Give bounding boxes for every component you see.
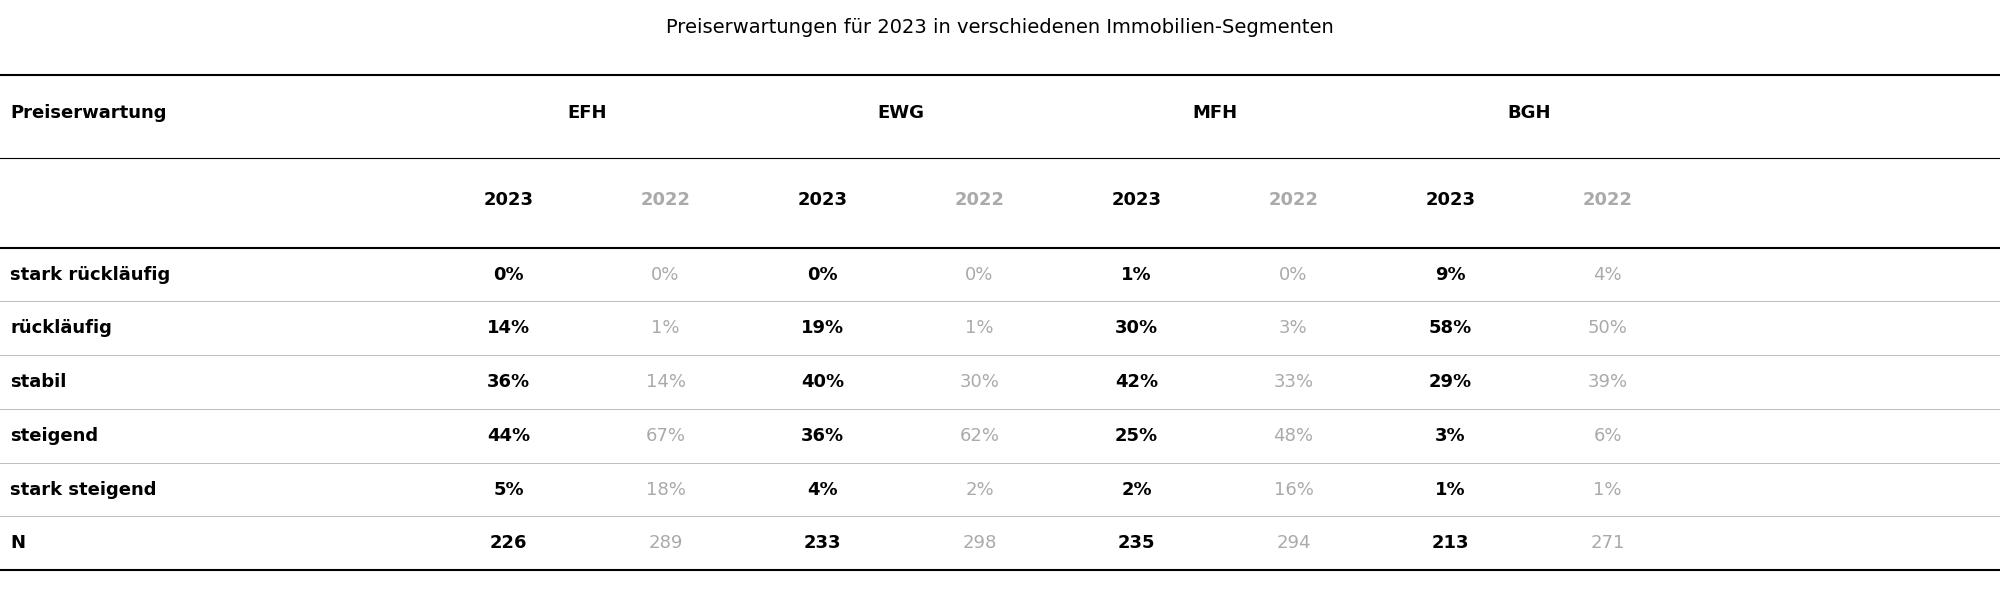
Text: 2022: 2022	[1582, 191, 1632, 209]
Text: 67%: 67%	[646, 427, 686, 445]
Text: 44%: 44%	[486, 427, 530, 445]
Text: 226: 226	[490, 534, 528, 552]
Text: 271: 271	[1590, 534, 1624, 552]
Text: 0%: 0%	[966, 266, 994, 284]
Text: 2022: 2022	[1268, 191, 1318, 209]
Text: 0%: 0%	[652, 266, 680, 284]
Text: 2023: 2023	[1426, 191, 1476, 209]
Text: 4%: 4%	[1594, 266, 1622, 284]
Text: 6%: 6%	[1594, 427, 1622, 445]
Text: EWG: EWG	[878, 104, 924, 122]
Text: 33%: 33%	[1274, 373, 1314, 391]
Text: 0%: 0%	[494, 266, 524, 284]
Text: 19%: 19%	[800, 319, 844, 337]
Text: 2023: 2023	[798, 191, 848, 209]
Text: Preiserwartung: Preiserwartung	[10, 104, 166, 122]
Text: 36%: 36%	[486, 373, 530, 391]
Text: 298: 298	[962, 534, 996, 552]
Text: BGH: BGH	[1508, 104, 1550, 122]
Text: 9%: 9%	[1436, 266, 1466, 284]
Text: 29%: 29%	[1428, 373, 1472, 391]
Text: 2%: 2%	[966, 481, 994, 498]
Text: 18%: 18%	[646, 481, 686, 498]
Text: 4%: 4%	[808, 481, 838, 498]
Text: 36%: 36%	[800, 427, 844, 445]
Text: 2%: 2%	[1122, 481, 1152, 498]
Text: 14%: 14%	[486, 319, 530, 337]
Text: 62%: 62%	[960, 427, 1000, 445]
Text: 233: 233	[804, 534, 842, 552]
Text: 1%: 1%	[1436, 481, 1466, 498]
Text: 2022: 2022	[954, 191, 1004, 209]
Text: 30%: 30%	[960, 373, 1000, 391]
Text: 2023: 2023	[484, 191, 534, 209]
Text: 5%: 5%	[494, 481, 524, 498]
Text: 2022: 2022	[640, 191, 690, 209]
Text: 50%: 50%	[1588, 319, 1628, 337]
Text: 294: 294	[1276, 534, 1310, 552]
Text: 2023: 2023	[1112, 191, 1162, 209]
Text: 0%: 0%	[1280, 266, 1308, 284]
Text: rückläufig: rückläufig	[10, 319, 112, 337]
Text: 289: 289	[648, 534, 682, 552]
Text: N: N	[10, 534, 24, 552]
Text: 1%: 1%	[652, 319, 680, 337]
Text: stark rückläufig: stark rückläufig	[10, 266, 170, 284]
Text: steigend: steigend	[10, 427, 98, 445]
Text: 14%: 14%	[646, 373, 686, 391]
Text: 3%: 3%	[1436, 427, 1466, 445]
Text: 25%: 25%	[1114, 427, 1158, 445]
Text: 30%: 30%	[1114, 319, 1158, 337]
Text: 1%: 1%	[966, 319, 994, 337]
Text: 42%: 42%	[1114, 373, 1158, 391]
Text: stark steigend: stark steigend	[10, 481, 156, 498]
Text: MFH: MFH	[1192, 104, 1238, 122]
Text: 0%: 0%	[808, 266, 838, 284]
Text: 40%: 40%	[800, 373, 844, 391]
Text: 213: 213	[1432, 534, 1470, 552]
Text: stabil: stabil	[10, 373, 66, 391]
Text: 1%: 1%	[1594, 481, 1622, 498]
Text: 58%: 58%	[1428, 319, 1472, 337]
Text: 235: 235	[1118, 534, 1156, 552]
Text: 48%: 48%	[1274, 427, 1314, 445]
Text: 3%: 3%	[1280, 319, 1308, 337]
Text: 39%: 39%	[1588, 373, 1628, 391]
Text: 16%: 16%	[1274, 481, 1314, 498]
Text: 1%: 1%	[1122, 266, 1152, 284]
Text: EFH: EFH	[568, 104, 606, 122]
Text: Preiserwartungen für 2023 in verschiedenen Immobilien-Segmenten: Preiserwartungen für 2023 in verschieden…	[666, 18, 1334, 37]
